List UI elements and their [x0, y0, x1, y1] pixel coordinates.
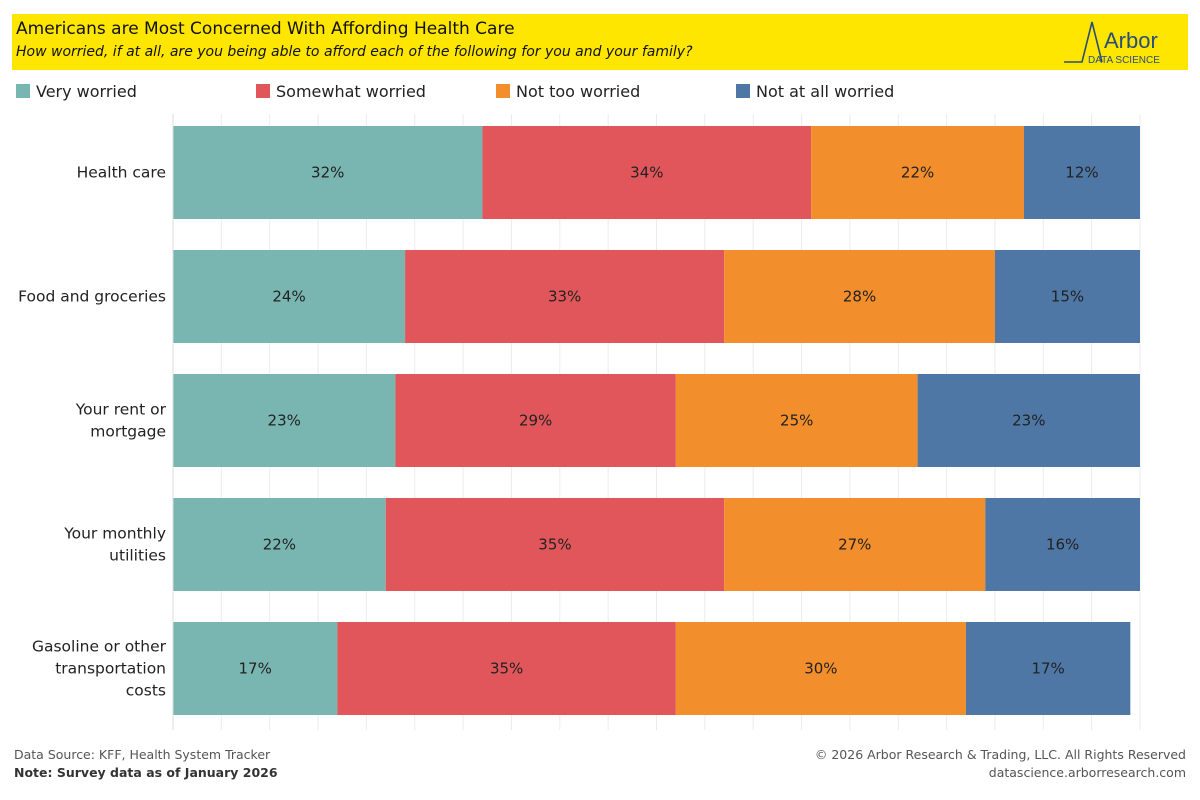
legend-item-somewhat-worried: Somewhat worried — [256, 80, 426, 102]
website-link[interactable]: datascience.arborresearch.com — [988, 765, 1186, 780]
bar-segment — [395, 374, 676, 467]
bar-segment — [385, 498, 725, 591]
category-label: costs — [126, 682, 166, 700]
data-label: 12% — [1065, 164, 1098, 182]
category-label: Health care — [77, 164, 166, 182]
chart-title: Americans are Most Concerned With Afford… — [16, 19, 515, 39]
data-label: 22% — [263, 536, 296, 554]
legend-swatch — [256, 84, 270, 98]
data-label: 23% — [1012, 412, 1045, 430]
bar-segment — [965, 622, 1131, 715]
bar-segment — [985, 498, 1140, 591]
stacked-bar-chart: 32% 34% 22% 12% Health care 24% 33% 28% 15% Food … — [18, 114, 1141, 730]
footer-right: © 2026 Arbor Research & Trading, LLC. Al… — [815, 746, 1186, 782]
data-label: 28% — [843, 288, 876, 306]
bar-segment — [173, 622, 338, 715]
data-label: 32% — [311, 164, 344, 182]
brand-tagline: DATA SCIENCE — [1088, 55, 1160, 66]
data-source: Data Source: KFF, Health System Tracker — [14, 747, 271, 762]
copyright: © 2026 Arbor Research & Trading, LLC. Al… — [814, 747, 1186, 762]
category-label: Your monthly — [63, 525, 166, 543]
bar-segment — [173, 498, 386, 591]
legend-swatch — [496, 84, 510, 98]
legend-label: Not too worried — [516, 81, 641, 101]
legend-item-not-at-all-worried: Not at all worried — [736, 80, 894, 102]
data-label: 33% — [548, 288, 581, 306]
bar-segment — [337, 622, 676, 715]
bar-segment — [173, 250, 406, 343]
bar-segment — [482, 126, 812, 219]
legend-swatch — [16, 84, 30, 98]
bar-segment — [994, 250, 1140, 343]
footer-left: Data Source: KFF, Health System Tracker … — [14, 746, 278, 782]
data-label: 16% — [1046, 536, 1079, 554]
legend-label: Not at all worried — [756, 81, 895, 101]
data-label: 30% — [804, 660, 837, 678]
bar-segment — [173, 374, 396, 467]
chart-header: Americans are Most Concerned With Afford… — [12, 14, 1188, 70]
data-label: 34% — [630, 164, 663, 182]
data-label: 17% — [239, 660, 272, 678]
survey-note: Note: Survey data as of January 2026 — [14, 765, 278, 780]
data-label: 15% — [1051, 288, 1084, 306]
category-label: Your rent or — [75, 401, 167, 419]
category-label: transportation — [55, 660, 166, 678]
legend-label: Very worried — [36, 81, 137, 101]
data-label: 23% — [268, 412, 301, 430]
bar-segment — [675, 374, 918, 467]
data-label: 27% — [838, 536, 871, 554]
data-label: 35% — [538, 536, 571, 554]
arbor-logo: Arbor DATA SCIENCE — [1060, 16, 1184, 68]
category-label: mortgage — [90, 423, 166, 441]
brand-name: Arbor — [1104, 28, 1158, 53]
data-label: 17% — [1031, 660, 1064, 678]
bar-segment — [675, 622, 966, 715]
bar-segment — [811, 126, 1024, 219]
legend-label: Somewhat worried — [276, 81, 426, 101]
bar-segment — [917, 374, 1140, 467]
data-label: 29% — [519, 412, 552, 430]
data-label: 35% — [490, 660, 523, 678]
chart-subtitle: How worried, if at all, are you being ab… — [16, 44, 693, 60]
data-label: 22% — [901, 164, 934, 182]
category-label: Gasoline or other — [32, 638, 167, 656]
bar-segment — [724, 250, 995, 343]
data-label: 25% — [780, 412, 813, 430]
bar-segment — [724, 498, 986, 591]
category-label: Food and groceries — [18, 288, 166, 306]
category-label: utilities — [109, 547, 166, 565]
bar-segment — [405, 250, 725, 343]
legend-swatch — [736, 84, 750, 98]
legend-item-not-too-worried: Not too worried — [496, 80, 640, 102]
bar-segment — [173, 126, 483, 219]
chart-legend: Very worried Somewhat worried Not too wo… — [16, 80, 1186, 102]
data-label: 24% — [272, 288, 305, 306]
bar-segment — [1023, 126, 1140, 219]
legend-item-very-worried: Very worried — [16, 80, 137, 102]
